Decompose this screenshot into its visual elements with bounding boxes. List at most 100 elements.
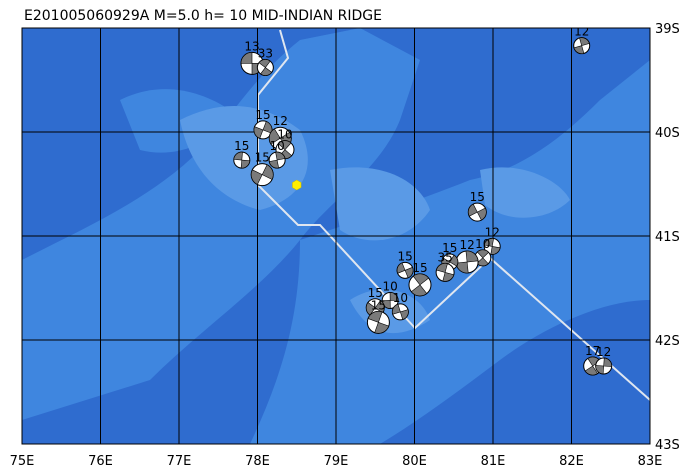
epicenter (292, 179, 302, 191)
focal-mechanism: 35 (435, 250, 455, 282)
beachball-quadrant (269, 128, 281, 145)
x-tick-label: 79E (324, 454, 349, 469)
map-frame (21, 27, 651, 445)
depth-label: 10 (269, 139, 284, 153)
beachball-quadrant (367, 311, 383, 323)
focal-mechanism: 12 (573, 25, 591, 55)
y-tick-label: 43S (655, 438, 680, 453)
depth-label: 12 (485, 225, 500, 239)
depth-label: 17 (585, 344, 600, 358)
focal-mechanism: 15 (253, 108, 273, 140)
y-tick-label: 39S (655, 22, 680, 37)
beachball-quadrant (399, 309, 409, 320)
depth-label: 12 (273, 114, 288, 128)
beachball-quadrant (603, 357, 612, 367)
depth-label: 10 (393, 291, 408, 305)
focal-mechanism: 10 (474, 237, 492, 267)
beachball-quadrant (412, 273, 430, 286)
beachball-quadrant (261, 164, 274, 180)
beachball-quadrant (389, 292, 399, 301)
beachball-quadrant (595, 365, 605, 375)
ridge-line (257, 29, 650, 401)
depth-label: 15 (255, 151, 270, 165)
depth-label: 10 (475, 237, 490, 251)
beachball-quadrant (268, 159, 280, 169)
beachball-quadrant (410, 284, 428, 297)
x-tick-label: 77E (167, 454, 192, 469)
beachball-quadrant (465, 250, 479, 263)
beachball-quadrant (240, 52, 253, 64)
x-tick-label: 75E (10, 454, 35, 469)
graticule (22, 28, 650, 444)
focal-mechanism: 12 (595, 345, 613, 375)
focal-mechanism: 10 (391, 291, 409, 321)
tick-labels: 75E 76E 77E 78E 79E 80E 81E 82E 83E 39S 40S 41S 42S 4… (10, 22, 680, 469)
depth-label: 33 (258, 47, 273, 61)
bathymetry (22, 28, 650, 444)
x-tick-label: 81E (481, 454, 506, 469)
depth-label: 15 (234, 139, 249, 153)
depth-label: 15 (470, 190, 485, 204)
depth-label: 15 (397, 249, 412, 263)
depth-label: 13 (244, 39, 259, 53)
focal-mechanism: 15 (233, 139, 251, 169)
depth-label: 12 (596, 345, 611, 359)
depth-label: 15 (412, 261, 427, 275)
beachball-quadrant (579, 37, 590, 47)
beachball-quadrant (490, 246, 501, 255)
beachball-quadrant (392, 303, 401, 315)
x-tick-label: 80E (402, 454, 427, 469)
beachball-quadrant (277, 140, 292, 151)
depth-label: 15 (255, 108, 270, 122)
y-tick-label: 42S (655, 334, 680, 349)
y-tick-label: 41S (655, 230, 680, 245)
beachball-quadrant (573, 45, 585, 54)
depth-label: 12 (459, 238, 474, 252)
beachball-quadrant (468, 203, 478, 217)
beachball-quadrant (374, 321, 390, 334)
x-tick-label: 76E (88, 454, 113, 469)
depth-label: 15 (371, 298, 386, 312)
beachball-quadrant (396, 262, 406, 274)
beachball-quadrant (476, 249, 490, 259)
depth-label: 10 (383, 279, 398, 293)
focal-mechanism: 15 (408, 261, 432, 297)
focal-mechanism: 17 (583, 344, 603, 376)
beachball-quadrant (483, 238, 494, 247)
y-tick-label: 40S (655, 126, 680, 141)
beachball-quadrant (253, 126, 264, 139)
depth-label: 12 (574, 25, 589, 39)
beachball-quadrant (436, 263, 448, 273)
beachball-quadrant (240, 159, 251, 169)
depth-label: 35 (437, 250, 452, 264)
beachball-quadrant (584, 365, 599, 376)
focal-mechanism: 33 (256, 47, 274, 77)
focal-mechanism: 10 (268, 139, 286, 169)
beachball-quadrant (233, 151, 243, 161)
focal-mechanism: 15 (366, 298, 390, 334)
focal-mechanism: 12 (483, 225, 501, 255)
x-tick-label: 83E (638, 454, 663, 469)
depth-label: 15 (442, 241, 457, 255)
beachball-quadrant (258, 59, 271, 68)
focal-mechanism: 15 (250, 151, 274, 187)
x-tick-label: 82E (559, 454, 584, 469)
map-title: E201005060929A M=5.0 h= 10 MID-INDIAN RI… (24, 8, 382, 24)
beachball-quadrant (404, 266, 414, 279)
beachball-quadrant (260, 67, 273, 76)
focal-mechanism: 15 (467, 190, 487, 222)
beachball-quadrant (442, 272, 455, 282)
x-tick-label: 78E (245, 454, 270, 469)
focal-mechanism: 12 (268, 114, 292, 150)
depth-label: 10 (277, 128, 292, 142)
focal-mechanism: 10 (381, 279, 399, 309)
focal-mechanism: 15 (396, 249, 414, 279)
beachball-quadrant (476, 207, 487, 221)
beachball-quadrant (449, 254, 459, 267)
beachball-quadrant (275, 151, 286, 161)
depth-label: 15 (368, 286, 383, 300)
